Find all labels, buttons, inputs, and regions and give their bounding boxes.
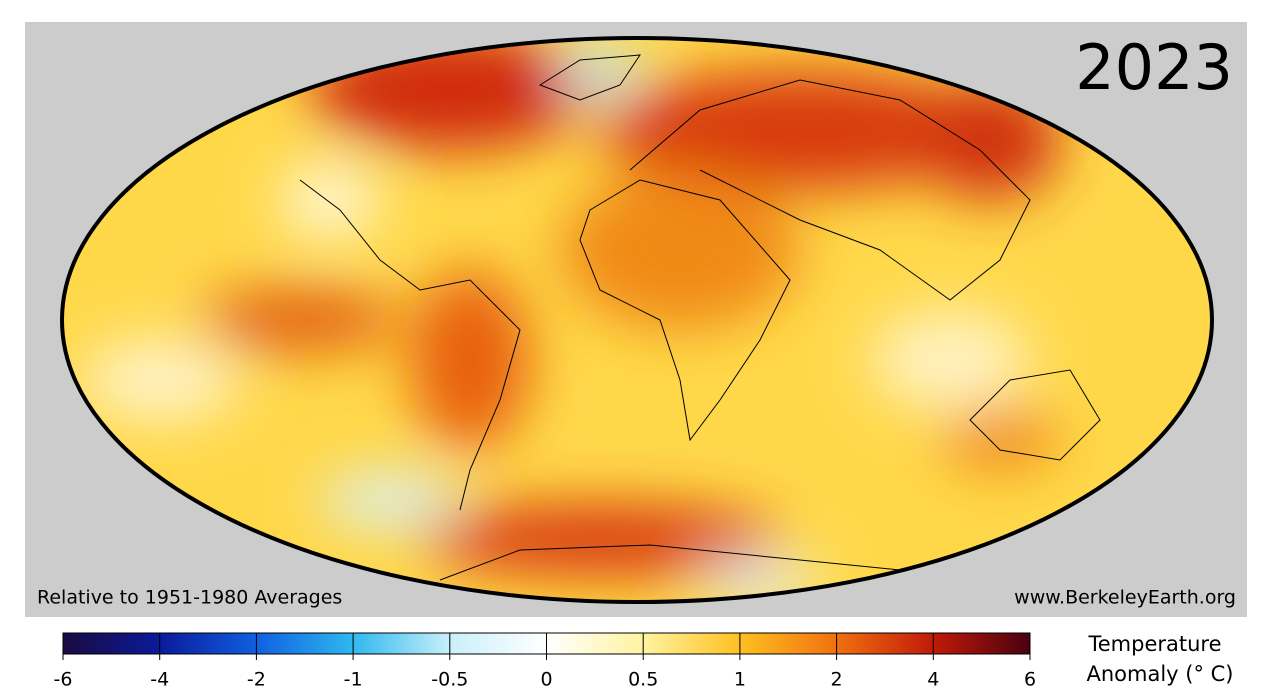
globe-outline [60,36,1214,604]
colorbar-tick-label: -0.5 [431,669,468,691]
colorbar-tick-label: 0 [540,669,552,691]
baseline-note: Relative to 1951-1980 Averages [37,587,342,609]
colorbar-tick-label: 4 [927,669,939,691]
colorbar-tick-label: 1 [734,669,746,691]
source-note: www.BerkeleyEarth.org [1014,587,1236,609]
coastlines [299,54,1101,581]
colorbar-tick-label: -4 [150,669,169,691]
year-title: 2023 [1075,31,1233,104]
colorbar-tick-label: -6 [54,669,73,691]
colorbar-tick-label: 2 [831,669,843,691]
colorbar-label: Anomaly (° C) [1086,662,1233,686]
colorbar-label: Temperature [1087,632,1221,656]
colorbar-tick-label: 0.5 [628,669,658,691]
colorbar-tick-label: 6 [1024,669,1036,691]
colorbar-tick-label: -2 [247,669,266,691]
colorbar-tick-label: -1 [344,669,363,691]
